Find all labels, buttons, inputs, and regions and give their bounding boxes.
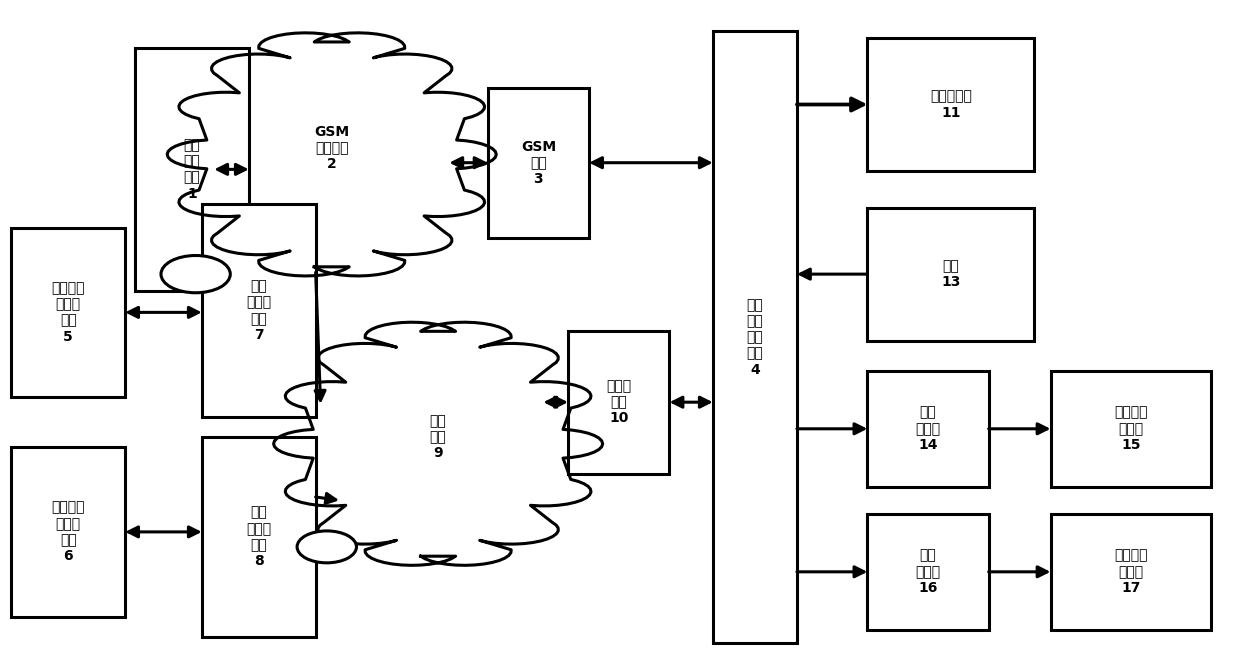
Circle shape bbox=[161, 255, 231, 293]
Text: 第二
继电器
16: 第二 继电器 16 bbox=[915, 548, 941, 595]
FancyBboxPatch shape bbox=[135, 48, 249, 291]
Text: 接收器
模块
10: 接收器 模块 10 bbox=[606, 379, 631, 426]
Polygon shape bbox=[167, 33, 496, 276]
Text: 第二
发射器
模块
8: 第二 发射器 模块 8 bbox=[247, 506, 272, 568]
Text: 第二液位
传感器
模块
6: 第二液位 传感器 模块 6 bbox=[51, 500, 86, 563]
Text: GSM
模块
3: GSM 模块 3 bbox=[521, 140, 556, 186]
Text: 嵌入
式处
理器
模块
4: 嵌入 式处 理器 模块 4 bbox=[746, 298, 764, 377]
Text: 放水电磁
阀模块
17: 放水电磁 阀模块 17 bbox=[1115, 548, 1148, 595]
Text: 第一
发射器
模块
7: 第一 发射器 模块 7 bbox=[247, 279, 272, 342]
Text: 电源
13: 电源 13 bbox=[941, 259, 961, 289]
FancyBboxPatch shape bbox=[1050, 371, 1211, 487]
Text: 第一
继电器
14: 第一 继电器 14 bbox=[915, 405, 941, 452]
Text: 第一液位
传感器
模块
5: 第一液位 传感器 模块 5 bbox=[51, 281, 86, 343]
Circle shape bbox=[298, 531, 356, 563]
FancyBboxPatch shape bbox=[487, 88, 589, 238]
FancyBboxPatch shape bbox=[868, 208, 1034, 341]
FancyBboxPatch shape bbox=[568, 331, 670, 474]
FancyBboxPatch shape bbox=[11, 447, 125, 617]
FancyBboxPatch shape bbox=[868, 38, 1034, 171]
Polygon shape bbox=[274, 322, 603, 565]
Text: 进水电磁
阀模块
15: 进水电磁 阀模块 15 bbox=[1115, 405, 1148, 452]
FancyBboxPatch shape bbox=[202, 437, 316, 637]
FancyBboxPatch shape bbox=[868, 371, 988, 487]
FancyBboxPatch shape bbox=[868, 514, 988, 630]
Text: 无线
网络
9: 无线 网络 9 bbox=[430, 414, 446, 460]
FancyBboxPatch shape bbox=[11, 228, 125, 397]
FancyBboxPatch shape bbox=[202, 204, 316, 417]
FancyBboxPatch shape bbox=[713, 31, 797, 643]
Text: 液晶触控屏
11: 液晶触控屏 11 bbox=[930, 90, 972, 120]
FancyBboxPatch shape bbox=[1050, 514, 1211, 630]
Text: GSM
通信网络
2: GSM 通信网络 2 bbox=[314, 124, 350, 171]
Text: 经认
证的
手机
1: 经认 证的 手机 1 bbox=[184, 138, 201, 200]
